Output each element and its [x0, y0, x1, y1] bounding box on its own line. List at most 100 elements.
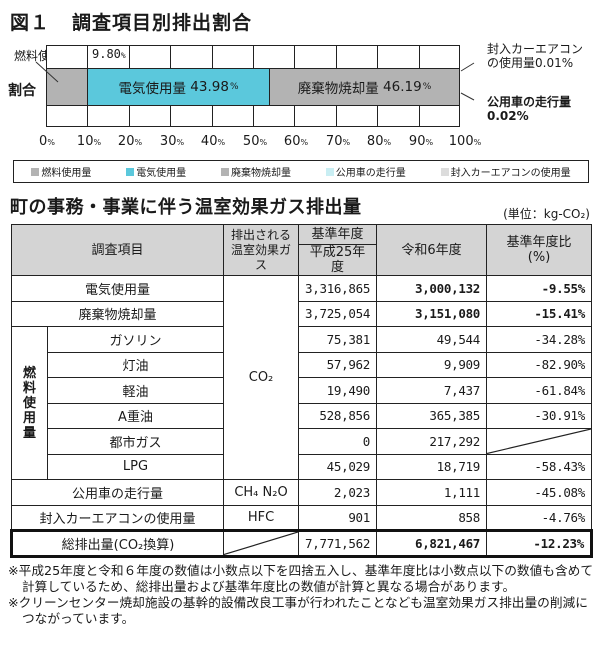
legend-label: 電気使用量 [136, 168, 187, 179]
tick: 50% [243, 134, 267, 149]
tick-value: 30 [159, 134, 177, 149]
tick: 20% [118, 134, 142, 149]
grid-cell [129, 45, 171, 69]
row-item: 封入カーエアコンの使用量 [10, 504, 225, 531]
chart-legend: 燃料使用量 電気使用量 廃棄物焼却量 公用車の走行量 封入カーエアコンの使用量 [13, 160, 589, 183]
fuel-group-label: 燃 料 使 用 量 [11, 326, 48, 480]
table-row: 公用車の走行量 CH₄ N₂O 2,023 1,111 -45.08% [10, 479, 593, 506]
row-ratio: -30.91% [486, 402, 593, 429]
aircon-annotation: 封入カーエアコン の使用量0.01% [487, 42, 583, 70]
header-base-year-sub: 平成25年度 [298, 244, 378, 276]
footnotes: ※平成25年度と令和６年度の数値は小数点以下を四捨五入し、基準年度比は小数点以下… [8, 563, 594, 627]
legend-item-fuel: 燃料使用量 [31, 164, 91, 179]
footnote: ※平成25年度と令和６年度の数値は小数点以下を四捨五入し、基準年度比は小数点以下… [8, 563, 594, 594]
tick-value: 10 [76, 134, 94, 149]
pct-sign: % [134, 138, 143, 147]
tick: 0% [39, 134, 55, 149]
figure-title-text: 調査項目別排出割合 [72, 12, 253, 34]
bar-waste: 廃棄物焼却量 46.19% [269, 68, 460, 106]
pct-sign: % [473, 138, 482, 147]
tick: 60% [284, 134, 308, 149]
row-ratio: -58.43% [486, 453, 593, 480]
row-current: 7,437 [376, 377, 488, 404]
total-ratio: -12.23% [486, 529, 594, 558]
total-current: 6,821,467 [376, 529, 488, 558]
legend-label: 公用車の走行量 [335, 168, 406, 179]
table-row: 灯油 57,962 9,909 -82.90% [12, 351, 593, 378]
row-current: 49,544 [376, 326, 488, 353]
legend-swatch [440, 167, 449, 176]
row-item: LPG [46, 453, 225, 480]
header-gas-line1: 排出される [231, 227, 292, 242]
pct-sign: % [120, 51, 126, 60]
tick-value: 50 [242, 134, 260, 149]
tick: 90% [409, 134, 433, 149]
x-axis-ticks: 0% 10% 20% 30% 40% 50% 60% 70% 80% 90% 1… [0, 134, 600, 150]
tick: 10% [77, 134, 101, 149]
fuel-group-char: 量 [22, 425, 36, 441]
legend-swatch [325, 167, 334, 176]
figure-number: 図１ [10, 12, 51, 34]
section-title: 町の事務・事業に伴う温室効果ガス排出量 [10, 197, 362, 218]
row-current: 1,111 [376, 479, 488, 506]
leader-lines [35, 61, 475, 101]
fuel-group-char: 料 [22, 380, 36, 396]
aircon-annotation-line1: 封入カーエアコン [487, 42, 584, 56]
tick-value: 80 [366, 134, 384, 149]
row-ratio: -9.55% [486, 275, 593, 302]
bar-waste-value: 46.19 [383, 79, 422, 95]
tick: 40% [201, 134, 225, 149]
legend-item-aircon: 封入カーエアコンの使用量 [440, 164, 571, 179]
tick: 30% [160, 134, 184, 149]
grid-cell [87, 45, 130, 69]
pct-sign: % [422, 82, 432, 92]
row-ratio: -15.41% [486, 300, 593, 327]
table-row: A重油 528,856 365,385 -30.91% [12, 402, 593, 429]
pct-sign: % [229, 82, 239, 92]
row-base: 901 [298, 504, 378, 531]
row-item: 公用車の走行量 [10, 479, 225, 506]
table-row: 電気使用量 CO₂ 3,316,865 3,000,132 -9.55% [10, 275, 593, 480]
legend-item-electric: 電気使用量 [126, 164, 186, 179]
tick-value: 40 [200, 134, 218, 149]
row-item: 廃棄物焼却量 [10, 300, 225, 327]
row-base: 19,490 [298, 377, 378, 404]
vehicle-annotation: 公用車の走行量 0.02% [487, 95, 571, 123]
total-item: 総排出量(CO₂換算) [9, 529, 225, 558]
legend-item-vehicle: 公用車の走行量 [325, 164, 406, 179]
row-current: 858 [376, 504, 488, 531]
vehicle-annotation-line1: 公用車の走行量 [487, 95, 572, 109]
table-row: 燃 料 使 用 量 ガソリン 75,381 49,544 -34.28% [11, 326, 593, 480]
row-base: 3,316,865 [298, 275, 378, 302]
fuel-group-char: 燃 [22, 365, 36, 381]
diagonal-slash-icon [487, 429, 591, 454]
footnote: ※クリーンセンター焼却施設の基幹的設備改良工事が行われたことなども温室効果ガス排… [8, 595, 588, 626]
header-ratio-line1: 基準年度比 [506, 235, 572, 250]
chart-row-label: 割合 [8, 83, 36, 99]
aircon-annotation-line2: の使用量0.01% [487, 56, 574, 70]
row-ratio: -4.76% [486, 504, 593, 531]
row-current: 18,719 [376, 453, 488, 480]
table-row: 廃棄物焼却量 3,725,054 3,151,080 -15.41% [10, 300, 593, 327]
tick-value: 20 [117, 134, 135, 149]
header-ratio: 基準年度比 (%) [486, 224, 593, 276]
row-item: 灯油 [46, 351, 225, 378]
row-ratio: -34.28% [486, 326, 593, 353]
header-gas: 排出される 温室効果ガス [223, 224, 300, 276]
bar-electric-label: 電気使用量 [118, 81, 186, 97]
tick: 80% [367, 134, 391, 149]
pct-sign: % [300, 138, 309, 147]
tick-value: 70 [325, 134, 343, 149]
pct-sign: % [93, 138, 102, 147]
legend-item-waste: 廃棄物焼却量 [220, 164, 291, 179]
row-item: ガソリン [46, 326, 225, 353]
fuel-value-number: 9.80 [92, 47, 121, 61]
tick: 70% [326, 134, 350, 149]
row-base: 3,725,054 [298, 300, 378, 327]
fuel-group-char: 用 [22, 410, 36, 426]
pct-sign: % [342, 138, 351, 147]
table-row: 都市ガス 0 217,292 [12, 428, 593, 455]
pct-sign: % [217, 138, 226, 147]
vehicle-annotation-line2: 0.02% [487, 109, 529, 123]
row-ratio: -61.84% [486, 377, 593, 404]
